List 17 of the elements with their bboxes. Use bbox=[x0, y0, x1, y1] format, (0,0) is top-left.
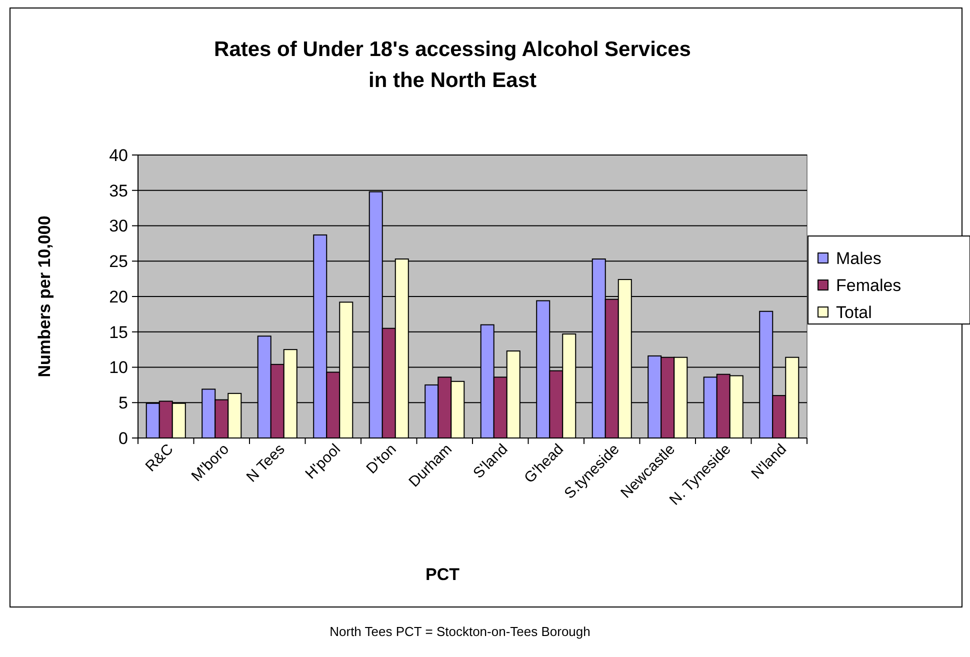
legend-label: Females bbox=[836, 276, 902, 295]
y-tick-label: 30 bbox=[109, 216, 128, 236]
y-tick-label: 0 bbox=[118, 428, 128, 448]
y-axis-title: Numbers per 10,000 bbox=[35, 216, 54, 378]
chart-title: Rates of Under 18's accessing Alcohol Services in the North East bbox=[214, 38, 691, 92]
legend-label: Total bbox=[836, 302, 872, 322]
y-tick-label: 35 bbox=[109, 181, 128, 200]
y-tick-label: 25 bbox=[109, 252, 128, 272]
y-tick-label: 10 bbox=[109, 358, 128, 378]
y-tick-label: 40 bbox=[109, 146, 128, 165]
y-tick-label: 15 bbox=[109, 322, 128, 342]
y-tick-label: 5 bbox=[118, 394, 128, 413]
x-axis-title: PCT bbox=[426, 565, 460, 584]
y-tick-label: 20 bbox=[109, 287, 128, 306]
legend-label: Males bbox=[836, 248, 882, 268]
text: North Tees PCT = Stockton-on-Tees Borough bbox=[330, 624, 590, 639]
x-tick-label: N Tees bbox=[243, 440, 288, 486]
